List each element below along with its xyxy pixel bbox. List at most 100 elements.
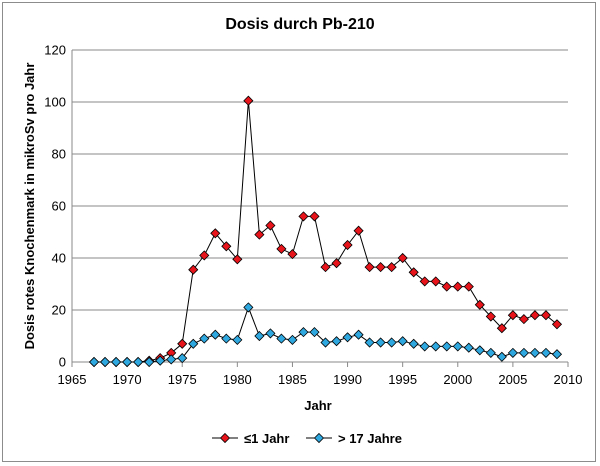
legend-label: ≤1 Jahr: [244, 431, 289, 446]
legend-item-1: ≤1 Jahr: [212, 431, 289, 446]
x-tick-label: 1975: [168, 372, 197, 387]
data-point: [529, 347, 540, 358]
data-point: [518, 347, 529, 358]
data-point: [430, 341, 441, 352]
data-point: [265, 328, 276, 339]
data-point: [375, 337, 386, 348]
y-axis-label: Dosis rotes Knochenmark in mikroSv pro J…: [22, 63, 37, 350]
data-point: [122, 356, 133, 368]
y-tick-label: 40: [52, 251, 66, 266]
data-point: [463, 342, 474, 353]
data-point: [177, 338, 188, 349]
x-tick-label: 1995: [388, 372, 417, 387]
data-point: [331, 258, 342, 269]
y-tick-label: 0: [59, 355, 66, 370]
series-line: [94, 100, 558, 363]
data-point: [232, 334, 243, 345]
data-point: [320, 337, 331, 348]
data-point: [144, 356, 155, 368]
data-point: [496, 323, 507, 334]
data-point: [364, 337, 375, 348]
data-point: [276, 333, 287, 344]
data-point: [221, 333, 232, 344]
x-tick-label: 2010: [554, 372, 583, 387]
data-point: [199, 250, 210, 261]
data-point: [243, 302, 254, 313]
x-tick-label: 2000: [443, 372, 472, 387]
x-tick-labels: 1965 1970 1975 1980 1985 1990 1995 2000 2005 2010: [58, 372, 583, 387]
x-tick-label: 1985: [278, 372, 307, 387]
data-point: [408, 338, 419, 349]
data-point: [419, 276, 430, 287]
data-point: [430, 276, 441, 287]
data-point: [298, 327, 309, 338]
data-point: [232, 254, 243, 265]
data-point: [551, 319, 563, 330]
data-point: [397, 336, 408, 347]
data-point: [342, 239, 353, 251]
data-point: [298, 211, 309, 222]
data-point: [254, 229, 265, 240]
data-point: [254, 330, 265, 342]
legend: ≤1 Jahr > 17 Jahre: [212, 431, 402, 446]
legend-item-2: > 17 Jahre: [306, 431, 402, 446]
data-point: [375, 262, 386, 273]
data-point: [353, 225, 364, 236]
data-point: [155, 355, 166, 366]
x-tick-label: 1965: [58, 372, 87, 387]
data-point: [452, 341, 463, 352]
data-point: [287, 334, 298, 345]
data-point: [309, 327, 320, 338]
legend-label: > 17 Jahre: [338, 431, 402, 446]
x-axis-label: Jahr: [304, 398, 331, 413]
data-point: [210, 228, 221, 239]
data-point: [518, 314, 529, 325]
y-tick-labels: 0 20 40 60 80 100 120: [44, 43, 66, 370]
data-point: [320, 262, 331, 273]
data-point: [353, 329, 364, 340]
series-1: [88, 95, 563, 368]
data-point: [463, 281, 474, 292]
data-point: [177, 353, 188, 364]
data-point: [551, 349, 563, 360]
data-point: [507, 347, 518, 358]
data-point: [111, 356, 122, 368]
data-point: [529, 310, 540, 321]
grid: [72, 49, 568, 311]
data-point: [386, 262, 397, 273]
data-point: [441, 341, 452, 352]
data-point: [276, 243, 287, 254]
data-point: [441, 281, 452, 292]
data-point: [188, 264, 199, 275]
data-point: [199, 333, 210, 344]
chart-title: Dosis durch Pb-210: [225, 16, 374, 33]
data-point: [331, 336, 342, 347]
series-2: [88, 302, 563, 368]
data-point: [452, 281, 463, 292]
data-point: [309, 211, 320, 222]
data-point: [419, 341, 430, 352]
data-point: [188, 338, 199, 349]
data-point: [265, 220, 276, 231]
x-tick-label: 1980: [223, 372, 252, 387]
data-point: [221, 241, 232, 252]
data-point: [474, 345, 485, 356]
data-point: [88, 356, 100, 368]
x-tick-label: 1990: [333, 372, 362, 387]
y-tick-label: 120: [44, 43, 66, 58]
data-point: [474, 299, 485, 310]
data-point: [133, 356, 144, 368]
data-point: [243, 95, 254, 106]
data-point: [100, 356, 111, 368]
data-point: [397, 252, 408, 264]
data-point: [540, 347, 552, 358]
legend-marker: [219, 432, 231, 444]
data-point: [210, 329, 221, 340]
x-tick-label: 1970: [113, 372, 142, 387]
series-layer: [88, 95, 563, 368]
legend-marker: [313, 432, 325, 444]
data-point: [496, 351, 507, 362]
data-point: [386, 337, 397, 348]
y-tick-label: 20: [52, 303, 66, 318]
